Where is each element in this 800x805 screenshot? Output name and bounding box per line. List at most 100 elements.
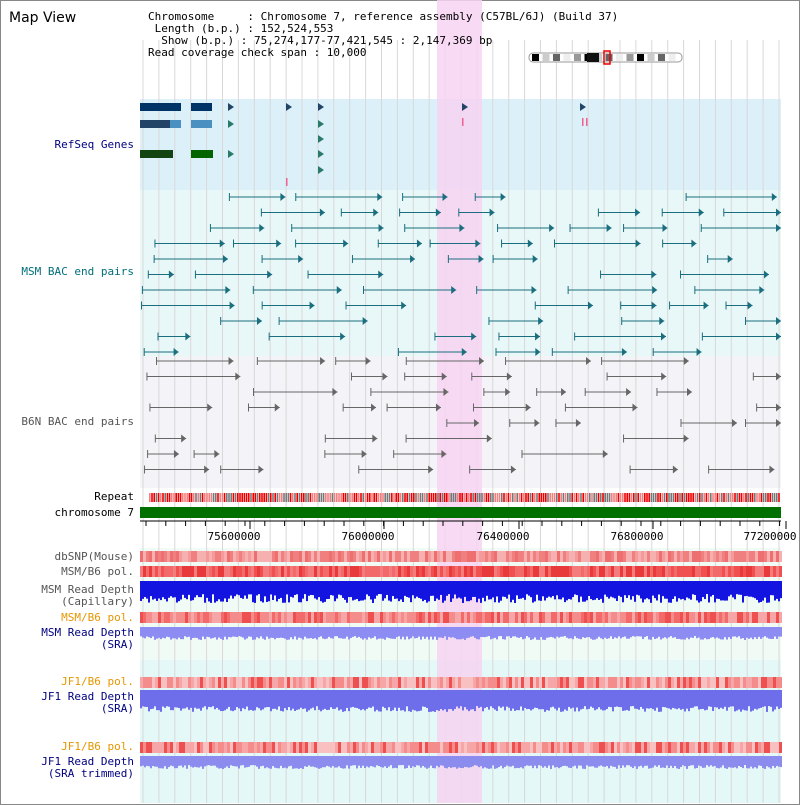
- jf1-depth-sra-bar: [436, 690, 438, 711]
- jf1-depth-sra-bar: [308, 690, 310, 711]
- ideogram-band: [605, 54, 613, 61]
- msm-b6-pol-2-cell: [335, 612, 338, 623]
- dbsnp-cell: [680, 551, 683, 562]
- msm-depth-capillary-bar: [666, 581, 668, 599]
- track-label-jf1-b6-pol-2[interactable]: JF1/B6 pol.: [61, 740, 134, 753]
- msm-b6-pol-cell: [215, 566, 218, 577]
- msm-b6-pol-cell: [767, 566, 770, 577]
- jf1-depth-sra-bar: [764, 690, 766, 707]
- repeat-element: [745, 493, 747, 502]
- jf1-depth-sra-bar: [430, 690, 432, 712]
- track-label-repeat[interactable]: Repeat: [94, 490, 134, 503]
- jf1-b6-pol-2-cell: [617, 742, 620, 753]
- jf1-depth-sra-bar: [722, 690, 724, 709]
- track-label-msm-read-depth-sra[interactable]: MSM Read Depth (SRA): [41, 626, 134, 651]
- msm-depth-sra-bar: [186, 627, 188, 638]
- jf1-depth-trimmed-bar: [378, 756, 380, 767]
- jf1-depth-sra-bar: [388, 690, 390, 708]
- msm-b6-pol-cell: [710, 566, 713, 577]
- msm-depth-sra-bar: [604, 627, 606, 638]
- msm-b6-pol-2-cell: [554, 612, 557, 623]
- dbsnp-cell: [488, 551, 491, 562]
- repeat-element: [593, 493, 595, 502]
- track-label-msm-read-depth-capillary[interactable]: MSM Read Depth (Capillary): [41, 583, 134, 608]
- jf1-depth-trimmed-bar: [152, 756, 154, 767]
- msm-b6-pol-2-cell: [674, 612, 677, 623]
- msm-depth-sra-bar: [152, 627, 154, 637]
- jf1-depth-sra-bar: [738, 690, 740, 710]
- msm-b6-pol-2-cell: [152, 612, 155, 623]
- track-label-msm-b6-pol[interactable]: MSM/B6 pol.: [61, 565, 134, 578]
- repeat-element: [430, 493, 433, 502]
- msm-bac-pair-arrow: [280, 193, 286, 201]
- dbsnp-cell: [188, 551, 191, 562]
- msm-depth-sra-bar: [376, 627, 378, 640]
- msm-depth-capillary-bar: [642, 581, 644, 603]
- repeat-element: [384, 493, 386, 502]
- repeat-element: [633, 493, 635, 502]
- msm-depth-sra-bar: [228, 627, 230, 638]
- jf1-b6-pol-cell: [746, 677, 749, 688]
- dbsnp-cell: [386, 551, 389, 562]
- msm-depth-capillary-bar: [392, 581, 394, 597]
- jf1-b6-pol-2-cell: [257, 742, 260, 753]
- jf1-depth-trimmed-bar: [516, 756, 518, 768]
- jf1-depth-trimmed-bar: [626, 756, 628, 766]
- jf1-b6-pol-cell: [212, 677, 215, 688]
- track-label-msm-b6-pol-2[interactable]: MSM/B6 pol.: [61, 611, 134, 624]
- msm-depth-sra-bar: [670, 627, 672, 637]
- jf1-depth-trimmed-bar: [536, 756, 538, 769]
- track-label-jf1-read-depth-sra[interactable]: JF1 Read Depth (SRA): [41, 690, 134, 715]
- jf1-depth-trimmed-bar: [618, 756, 620, 766]
- jf1-b6-pol-cell: [506, 677, 509, 688]
- track-label-msm-bac[interactable]: MSM BAC end pairs: [21, 265, 134, 278]
- b6n-bac-pair-arrow: [683, 434, 689, 443]
- msm-b6-pol-cell: [740, 566, 743, 577]
- track-label-jf1-b6-pol[interactable]: JF1/B6 pol.: [61, 675, 134, 688]
- jf1-b6-pol-2-cell: [518, 742, 521, 753]
- jf1-b6-pol-cell: [683, 677, 686, 688]
- track-label-dbsnp[interactable]: dbSNP(Mouse): [54, 550, 134, 563]
- msm-depth-capillary-bar: [150, 581, 152, 597]
- msm-depth-capillary-bar: [304, 581, 306, 595]
- jf1-depth-sra-bar: [140, 690, 142, 709]
- jf1-b6-pol-2-cell: [743, 742, 746, 753]
- track-label-b6n-bac[interactable]: B6N BAC end pairs: [21, 415, 134, 428]
- jf1-depth-sra-bar: [520, 690, 522, 707]
- repeat-element: [527, 493, 529, 502]
- repeat-element: [151, 493, 153, 502]
- repeat-element: [448, 493, 450, 502]
- msm-b6-pol-2-cell: [215, 612, 218, 623]
- jf1-b6-pol-2-cell: [668, 742, 671, 753]
- jf1-depth-sra-bar: [670, 690, 672, 710]
- jf1-b6-pol-cell: [635, 677, 638, 688]
- msm-depth-capillary-bar: [318, 581, 320, 598]
- jf1-b6-pol-cell: [140, 677, 143, 688]
- jf1-depth-sra-bar: [186, 690, 188, 708]
- repeat-element: [677, 493, 679, 502]
- track-label-jf1-read-depth-trimmed[interactable]: JF1 Read Depth (SRA trimmed): [41, 755, 134, 780]
- jf1-b6-pol-cell: [509, 677, 512, 688]
- msm-depth-capillary-bar: [620, 581, 622, 597]
- msm-depth-sra-bar: [504, 627, 506, 640]
- jf1-b6-pol-2-cell: [572, 742, 575, 753]
- msm-b6-pol-cell: [296, 566, 299, 577]
- jf1-b6-pol-2-cell: [521, 742, 524, 753]
- repeat-element: [714, 493, 716, 502]
- jf1-b6-pol-2-cell: [701, 742, 704, 753]
- msm-b6-pol-cell: [506, 566, 509, 577]
- jf1-depth-sra-bar: [238, 690, 240, 709]
- track-label-chromosome[interactable]: chromosome 7: [54, 506, 134, 519]
- msm-bac-pair-arrow: [691, 239, 697, 248]
- msm-b6-pol-2-cell: [242, 612, 245, 623]
- dbsnp-cell: [440, 551, 443, 562]
- msm-b6-pol-cell: [284, 566, 287, 577]
- jf1-b6-pol-2-cell: [722, 742, 725, 753]
- dbsnp-cell: [290, 551, 293, 562]
- msm-bac-pair-arrow: [538, 317, 544, 325]
- dbsnp-cell: [362, 551, 365, 562]
- track-label-refseq-genes[interactable]: RefSeq Genes: [54, 138, 134, 151]
- jf1-depth-trimmed-bar: [524, 756, 526, 767]
- jf1-depth-sra-bar: [634, 690, 636, 709]
